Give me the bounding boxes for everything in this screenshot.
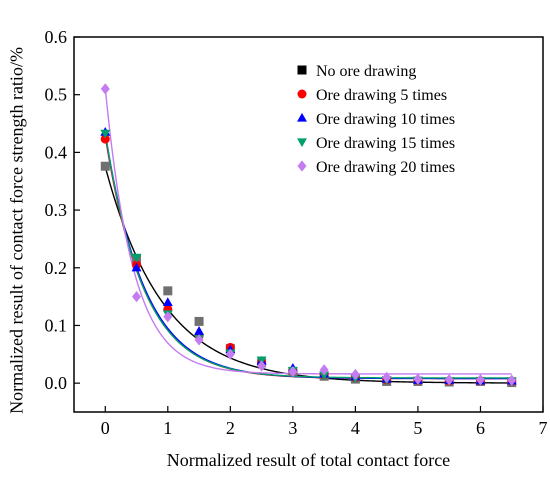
data-point [350,368,360,381]
x-tick-label: 7 [539,418,548,438]
data-point [194,316,204,326]
x-tick-label: 4 [351,418,360,438]
fit-curve-line [104,88,512,375]
fit-curve-line [104,132,512,379]
data-point [194,326,205,335]
x-axis-title: Normalized result of total contact force [167,450,450,470]
legend-label: Ore drawing 15 times [316,135,455,152]
legend-label: Ore drawing 5 times [316,87,447,104]
data-point [382,371,392,384]
data-point [413,373,423,385]
x-tick-label: 6 [476,418,485,438]
data-point [132,290,142,303]
y-tick-label: 0.1 [45,315,68,335]
data-point [319,371,330,381]
data-point [163,311,173,323]
y-tick-label: 0.6 [45,27,68,47]
x-tick-label: 0 [101,418,110,438]
data-point [100,83,110,95]
legend-label: Ore drawing 10 times [316,111,455,128]
data-point [475,374,485,386]
x-tick-label: 2 [226,418,235,438]
y-tick-label: 0.0 [45,373,68,393]
legend-marker [297,112,307,122]
legend-marker [297,138,307,148]
fit-curves [104,88,512,384]
data-point [162,297,173,306]
plot-frame [73,36,544,413]
data-point [319,364,329,376]
legend-marker [297,65,307,75]
x-tick-label: 3 [288,418,297,438]
data-point [507,374,517,386]
fit-curve-line [104,166,512,384]
axis-ticks: 0 1 2 3 4 5 6 7 0.0 0.1 0.2 0.3 0.4 0.5 0.6 [45,27,548,438]
data-point [257,360,267,372]
x-tick-label: 1 [163,418,172,438]
y-tick-label: 0.4 [45,142,68,162]
legend-marker [297,89,307,99]
y-tick-label: 0.2 [45,258,68,278]
y-tick-label: 0.5 [45,85,68,105]
y-tick-label: 0.3 [45,200,68,220]
legend: No ore drawing Ore drawing 5 times Ore dra… [297,63,455,176]
data-point [288,365,298,378]
data-points [100,83,517,388]
legend-label: No ore drawing [316,63,416,80]
data-point [100,129,111,139]
y-axis-title: Normalized result of contact force stren… [6,47,26,414]
data-point [194,334,204,346]
data-point [444,374,454,386]
legend-marker [297,160,307,172]
data-point [131,253,142,263]
data-point [163,286,173,296]
data-point [225,348,235,360]
data-point [100,161,110,171]
x-tick-label: 5 [413,418,422,438]
data-point [131,262,142,272]
data-point [100,134,110,144]
legend-label: Ore drawing 20 times [316,159,455,176]
